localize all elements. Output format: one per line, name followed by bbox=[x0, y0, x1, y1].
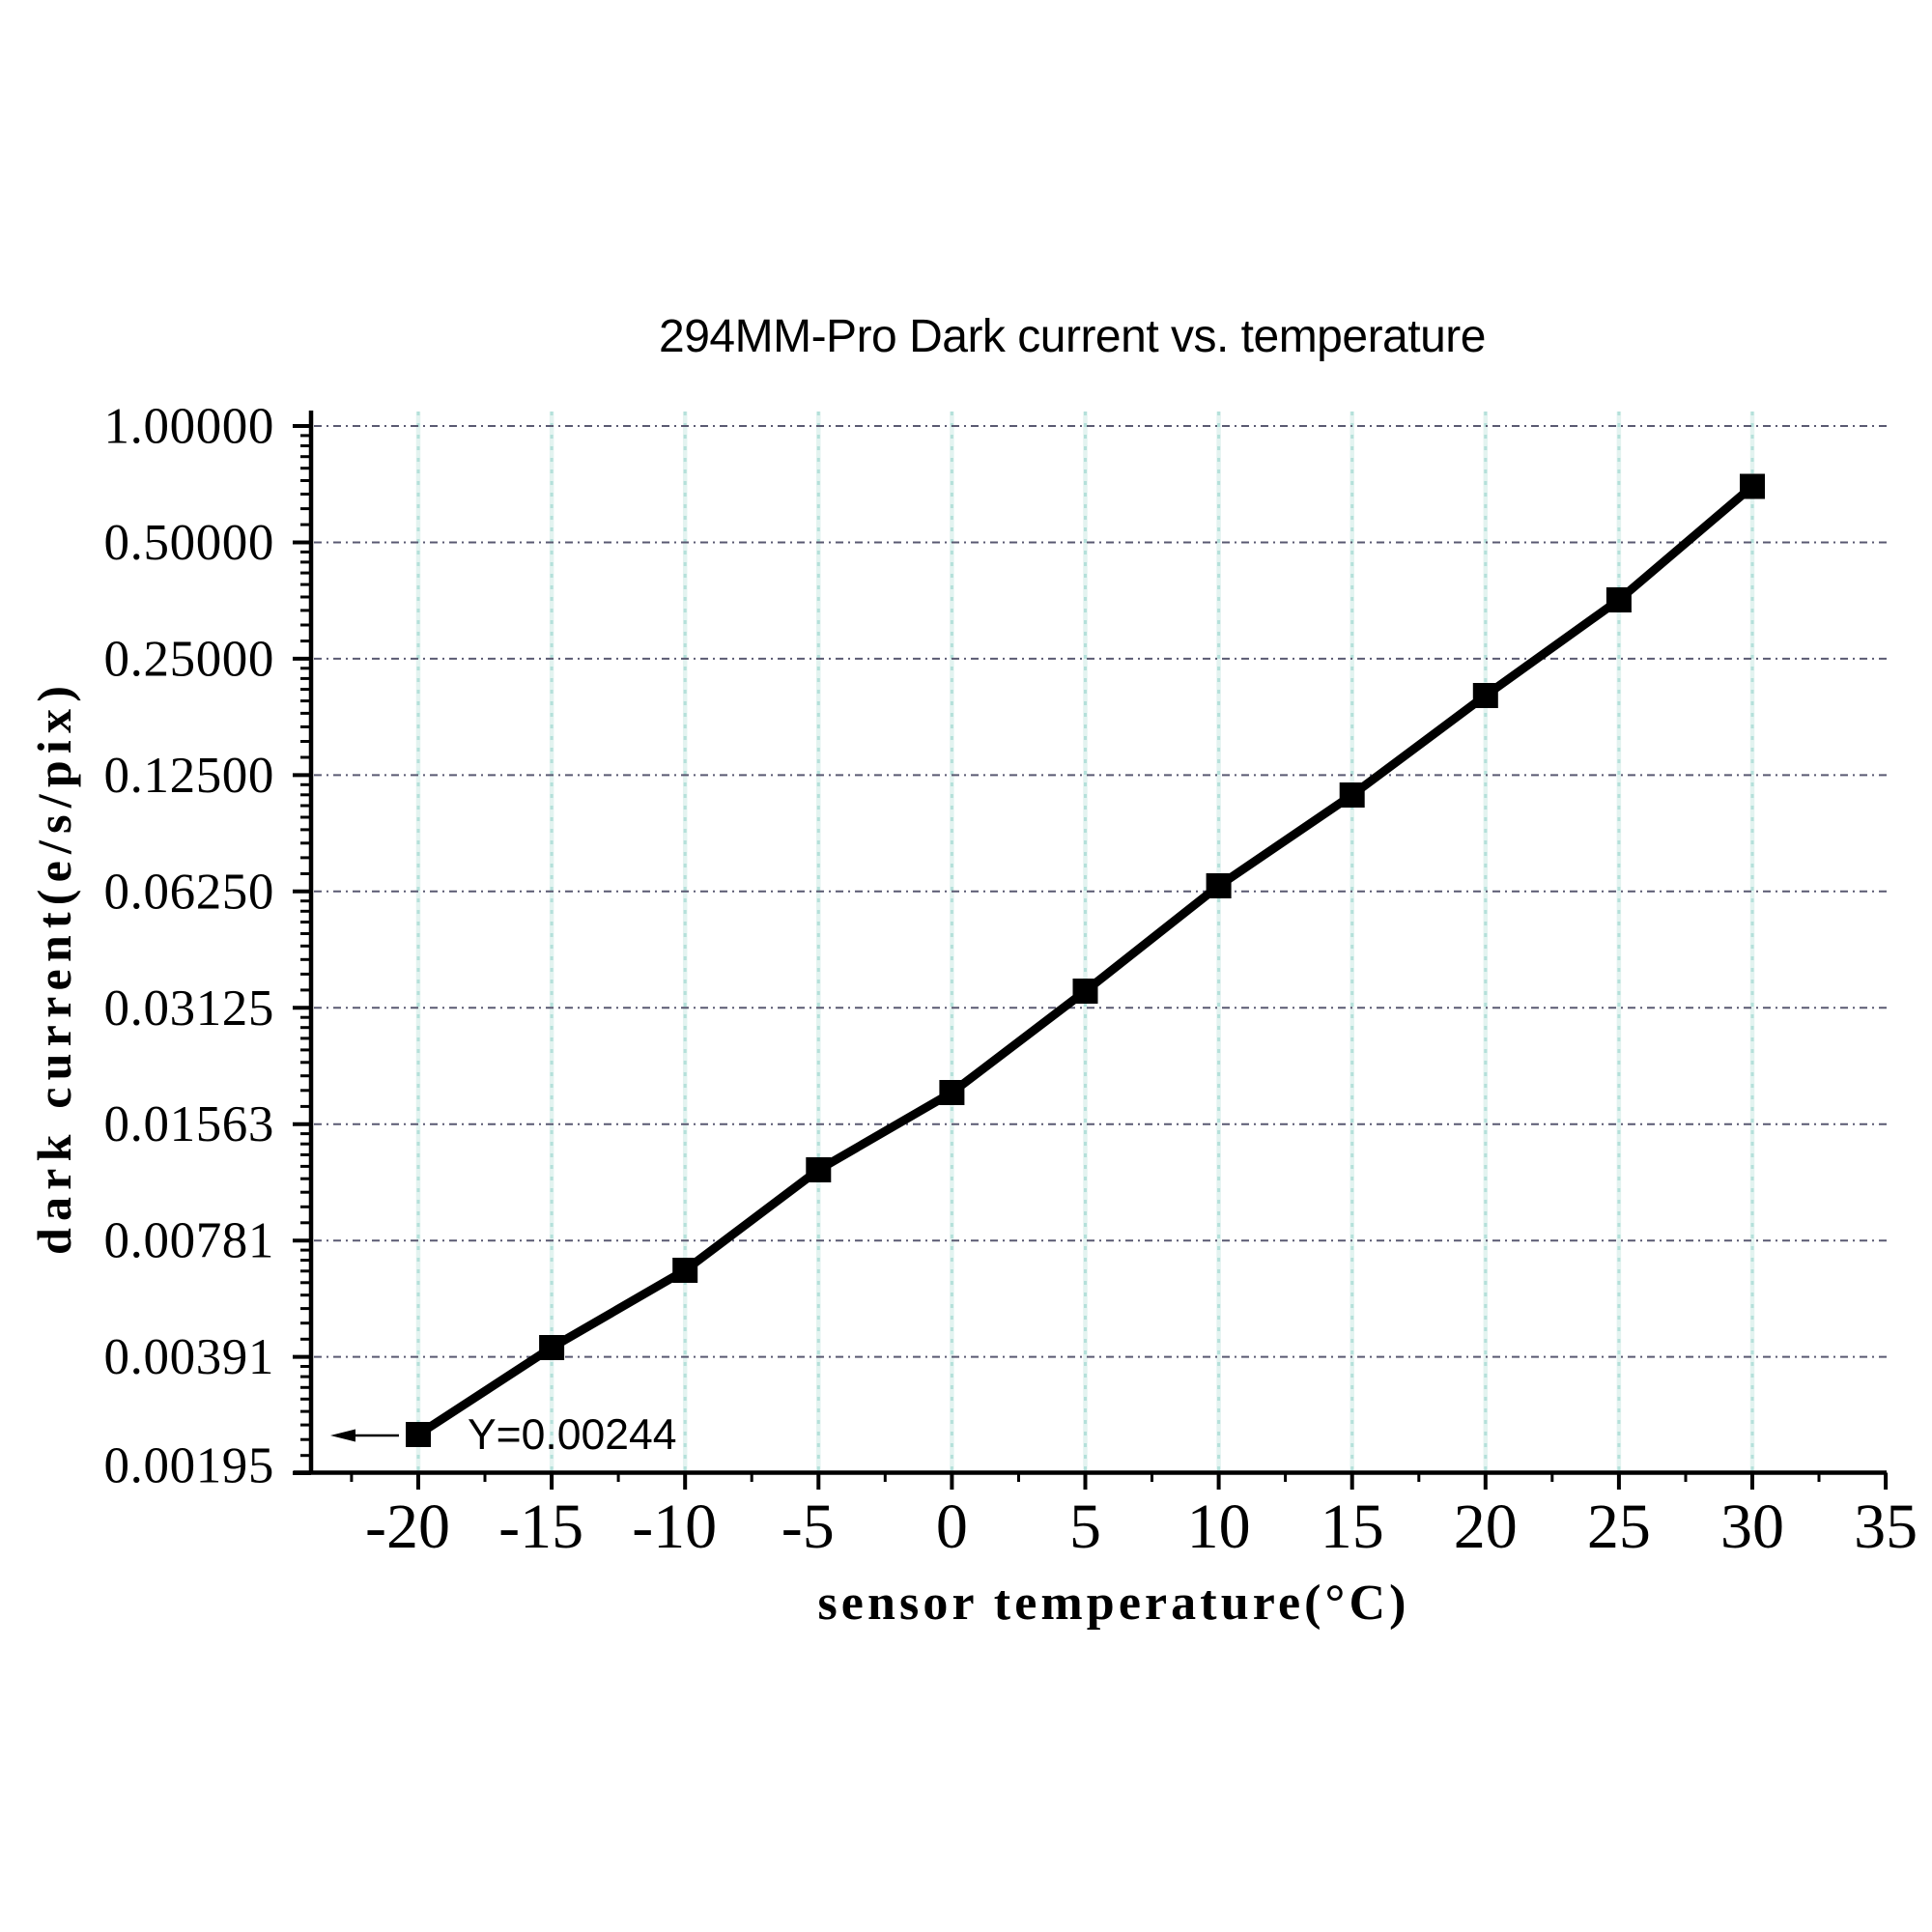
svg-text:-5: -5 bbox=[781, 1492, 835, 1562]
svg-text:dark current(e/s/pix): dark current(e/s/pix) bbox=[27, 679, 81, 1255]
svg-text:0.50000: 0.50000 bbox=[104, 515, 274, 571]
svg-text:0: 0 bbox=[936, 1492, 968, 1562]
svg-text:0.00391: 0.00391 bbox=[104, 1329, 274, 1385]
svg-text:0.25000: 0.25000 bbox=[104, 631, 274, 687]
svg-text:25: 25 bbox=[1587, 1492, 1651, 1562]
svg-text:10: 10 bbox=[1187, 1492, 1251, 1562]
svg-text:294MM-Pro Dark current vs. tem: 294MM-Pro Dark current vs. temperature bbox=[659, 311, 1486, 362]
svg-text:0.01563: 0.01563 bbox=[104, 1096, 274, 1152]
svg-text:0.12500: 0.12500 bbox=[104, 748, 274, 804]
svg-text:0.00781: 0.00781 bbox=[104, 1213, 274, 1269]
svg-text:0.03125: 0.03125 bbox=[104, 980, 274, 1037]
svg-text:-20: -20 bbox=[365, 1492, 450, 1562]
svg-text:5: 5 bbox=[1069, 1492, 1101, 1562]
svg-text:30: 30 bbox=[1720, 1492, 1784, 1562]
svg-text:20: 20 bbox=[1454, 1492, 1518, 1562]
svg-text:15: 15 bbox=[1321, 1492, 1384, 1562]
svg-text:35: 35 bbox=[1854, 1492, 1918, 1562]
svg-text:0.06250: 0.06250 bbox=[104, 864, 274, 920]
svg-text:Y=0.00244: Y=0.00244 bbox=[468, 1411, 677, 1459]
svg-text:0.00195: 0.00195 bbox=[104, 1438, 274, 1494]
svg-text:-15: -15 bbox=[498, 1492, 583, 1562]
svg-text:sensor temperature(°C): sensor temperature(°C) bbox=[817, 1576, 1409, 1631]
svg-text:1.00000: 1.00000 bbox=[104, 399, 274, 455]
svg-text:-10: -10 bbox=[632, 1492, 717, 1562]
